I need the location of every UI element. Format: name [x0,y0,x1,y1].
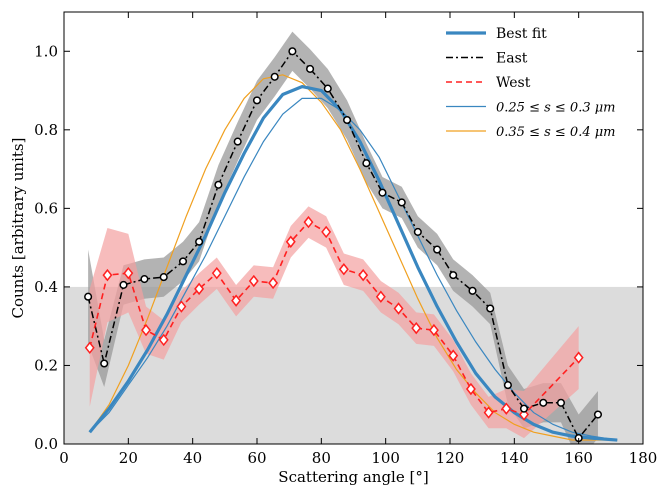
east-point [214,180,223,189]
east-point [100,359,109,368]
east-point [556,398,566,407]
west-point [501,402,512,415]
west-point [303,215,314,229]
y-tick-label: 1.0 [34,42,58,60]
series-line-large-grains [89,74,618,441]
east-point [252,96,262,105]
axes-layer: 0 20 40 60 80 100 120 140 160 180 0.0 0.2 0.4 0.6 0.8 1… [34,11,658,467]
east-point [159,273,168,282]
x-tick-label: 0 [59,449,69,467]
east-point [323,84,332,93]
west-point [483,406,494,419]
y-tick-label: 0.2 [34,356,58,374]
legend-label: 0.35 ≤ s ≤ 0.4 μm [496,125,616,140]
legend-entry-small-grains: 0.25 ≤ s ≤ 0.3 μm [446,101,616,116]
west-point [194,282,205,296]
east-point [195,237,204,246]
west-point [428,323,439,337]
west-point [358,268,369,282]
east-point [397,198,406,207]
west-point [158,333,169,347]
x-tick-label: 180 [629,449,658,467]
legend-label: 0.25 ≤ s ≤ 0.3 μm [496,101,616,116]
series-line-layer [87,50,618,442]
east-point [288,47,297,56]
east-point [343,115,352,125]
west-point [338,263,349,276]
west-error-band [89,206,579,439]
x-tick-label: 60 [247,449,266,467]
east-point [433,245,442,254]
west-point [141,323,151,337]
east-point [468,286,477,295]
west-point [248,274,259,288]
x-tick-label: 160 [564,449,593,467]
x-tick-label: 80 [312,449,331,467]
y-tick-label: 0.4 [34,278,58,296]
west-point [211,266,222,280]
east-point [413,227,422,236]
west-point [268,276,279,290]
west-point [285,235,296,248]
legend-label: West [496,75,531,91]
east-point [449,271,458,280]
east-point [306,64,315,73]
east-point [178,257,188,266]
plot-frame [63,11,644,445]
east-point [486,304,495,313]
legend-entry-west: West [446,75,531,91]
legend-entry-east: East [446,51,528,67]
east-point [140,275,149,284]
east-point [378,188,387,197]
y-tick-label: 0.8 [34,121,58,139]
legend-entry-best-fit: Best fit [446,26,547,42]
west-point [84,341,95,354]
west-point [411,321,422,335]
west-point [231,294,242,307]
x-tick-label: 120 [436,449,465,467]
east-point [593,410,603,419]
marker-layer [84,47,603,443]
legend-entry-large-grains: 0.35 ≤ s ≤ 0.4 μm [446,125,616,140]
series-line-west [88,221,580,416]
y-axis-label: Counts [arbitrary units] [9,138,27,319]
x-axis-label: Scattering angle [°] [278,468,428,486]
legend-label: East [496,51,528,67]
west-point [123,266,134,280]
x-tick-label: 140 [500,449,529,467]
west-point [448,349,459,362]
west-point [573,351,584,364]
legend: Best fit East West 0.25 ≤ s ≤ 0.3 μm 0.35 ≤ … [446,26,616,140]
x-tick-label: 20 [119,449,138,467]
y-tick-label: 0.6 [34,199,58,217]
west-point [465,382,476,396]
east-point [119,280,128,289]
east-point [539,398,548,407]
east-point [233,137,242,146]
west-point [375,290,386,303]
east-point [362,159,371,168]
west-point [102,268,113,282]
x-tick-label: 100 [371,449,400,467]
east-point [503,381,512,390]
y-tick-label: 0.0 [34,435,58,453]
east-point [519,404,529,413]
east-point [270,72,279,81]
west-point [321,225,332,239]
west-point [393,302,404,315]
legend-label: Best fit [496,26,547,42]
x-tick-label: 40 [183,449,202,467]
east-point [84,292,93,301]
west-point [176,300,187,313]
